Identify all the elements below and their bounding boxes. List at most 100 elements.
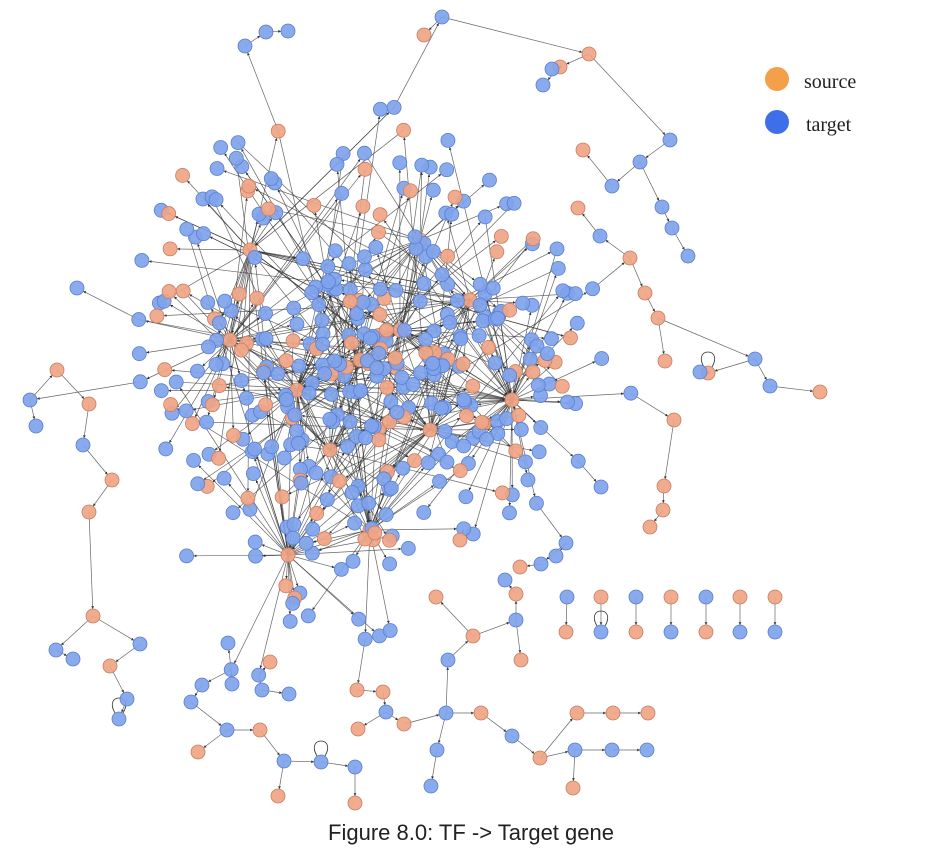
target-node (282, 613, 298, 629)
target-node (201, 339, 216, 355)
target-node (237, 38, 253, 54)
target-node (450, 293, 465, 309)
edge (341, 279, 471, 301)
target-node (407, 229, 423, 245)
target-node (264, 439, 280, 455)
target-node (357, 631, 373, 647)
target-node (569, 315, 585, 331)
edge (296, 389, 309, 460)
source-node (85, 608, 101, 624)
target-node (420, 455, 436, 471)
source-node (278, 353, 294, 369)
target-node (190, 363, 205, 379)
edge (322, 429, 431, 510)
edge (229, 174, 361, 341)
edge (657, 317, 749, 357)
source-node (104, 472, 120, 488)
target-node (228, 150, 244, 166)
source-node (175, 283, 191, 299)
edge (511, 366, 551, 401)
edge (247, 52, 279, 132)
target-node (475, 313, 491, 329)
edge (275, 209, 421, 241)
edge (419, 174, 431, 241)
target-node (298, 535, 314, 551)
source-node (812, 384, 828, 400)
source-node (222, 332, 238, 348)
source-node (332, 473, 347, 489)
source-node (656, 478, 672, 494)
source-node (565, 780, 581, 796)
target-node (285, 595, 301, 611)
source-node (511, 408, 527, 423)
edge (83, 290, 139, 320)
source-node (344, 335, 359, 351)
edge (287, 554, 335, 569)
edge (235, 315, 298, 391)
target-node (357, 249, 372, 265)
target-node (211, 315, 227, 331)
source-node (422, 422, 438, 438)
source-node (452, 532, 468, 548)
source-node (512, 559, 528, 575)
target-node (256, 365, 272, 381)
target-node (200, 295, 216, 310)
source-node (655, 502, 671, 518)
target-node (196, 226, 211, 242)
source-node (270, 788, 286, 804)
edge-layer (29, 16, 814, 796)
source-node (278, 578, 294, 594)
target-node (416, 276, 432, 291)
source-node (622, 250, 638, 266)
source-node (440, 248, 456, 264)
target-node (663, 624, 679, 640)
edge (369, 369, 431, 531)
target-node (75, 437, 91, 453)
source-node (81, 504, 97, 520)
target-node (153, 383, 169, 399)
target-node (248, 548, 263, 564)
target-node (389, 404, 405, 420)
source-node (473, 705, 489, 721)
target-node (568, 286, 583, 301)
target-node (313, 754, 329, 770)
source-node (416, 27, 432, 43)
target-node (416, 505, 432, 520)
target-node (506, 195, 522, 211)
target-node (604, 178, 620, 194)
source-node (455, 356, 471, 372)
target-node (364, 418, 379, 434)
source-node (459, 408, 474, 424)
target-node (48, 642, 64, 658)
target-node (368, 239, 384, 255)
source-node (233, 342, 249, 358)
target-node (698, 589, 714, 605)
source-node (322, 442, 338, 458)
target-node (119, 691, 135, 707)
target-node (522, 351, 538, 367)
target-node (217, 293, 233, 309)
source-node (261, 201, 276, 217)
source-node (563, 330, 578, 346)
target-node (429, 742, 445, 758)
target-node (423, 778, 439, 794)
source-node (382, 414, 397, 430)
edge (148, 260, 471, 301)
target-node (397, 322, 412, 338)
source-node (465, 378, 481, 394)
source-node (593, 589, 609, 605)
target-node (258, 306, 273, 321)
source-node (493, 228, 509, 244)
target-node (280, 23, 296, 39)
target-node (593, 479, 609, 495)
target-node (444, 206, 460, 222)
edge (369, 467, 424, 531)
target-node (639, 742, 655, 758)
target-node (378, 507, 394, 523)
target-node (535, 77, 551, 93)
target-node (432, 473, 447, 489)
target-node (345, 553, 361, 569)
source-node (387, 350, 403, 366)
target-node (289, 316, 305, 332)
edge (214, 203, 331, 451)
